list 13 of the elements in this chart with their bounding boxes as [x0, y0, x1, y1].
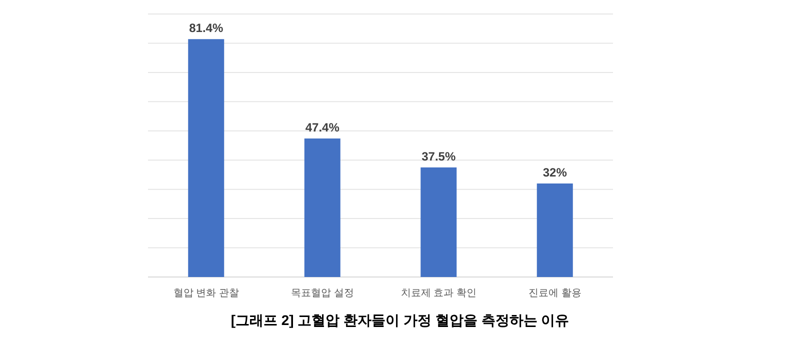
data-label: 37.5% [422, 149, 456, 164]
x-tick-label: 진료에 활용 [528, 288, 582, 299]
bar [188, 39, 224, 277]
x-tick-label: 목표혈압 설정 [290, 288, 354, 299]
data-label: 32% [542, 165, 568, 180]
data-label: 81.4% [189, 21, 224, 36]
bar [536, 183, 573, 277]
text: [그래프 2] 고혈압 환자들이 가정 혈압을 측정하는 이유 [230, 312, 570, 328]
data-label: 47.4% [305, 120, 340, 134]
bar [420, 167, 457, 277]
x-tick-label: 치료제 효과 확인 [400, 288, 476, 299]
bar [304, 138, 340, 277]
x-tick-label: 혈압 변화 관찰 [173, 288, 239, 299]
